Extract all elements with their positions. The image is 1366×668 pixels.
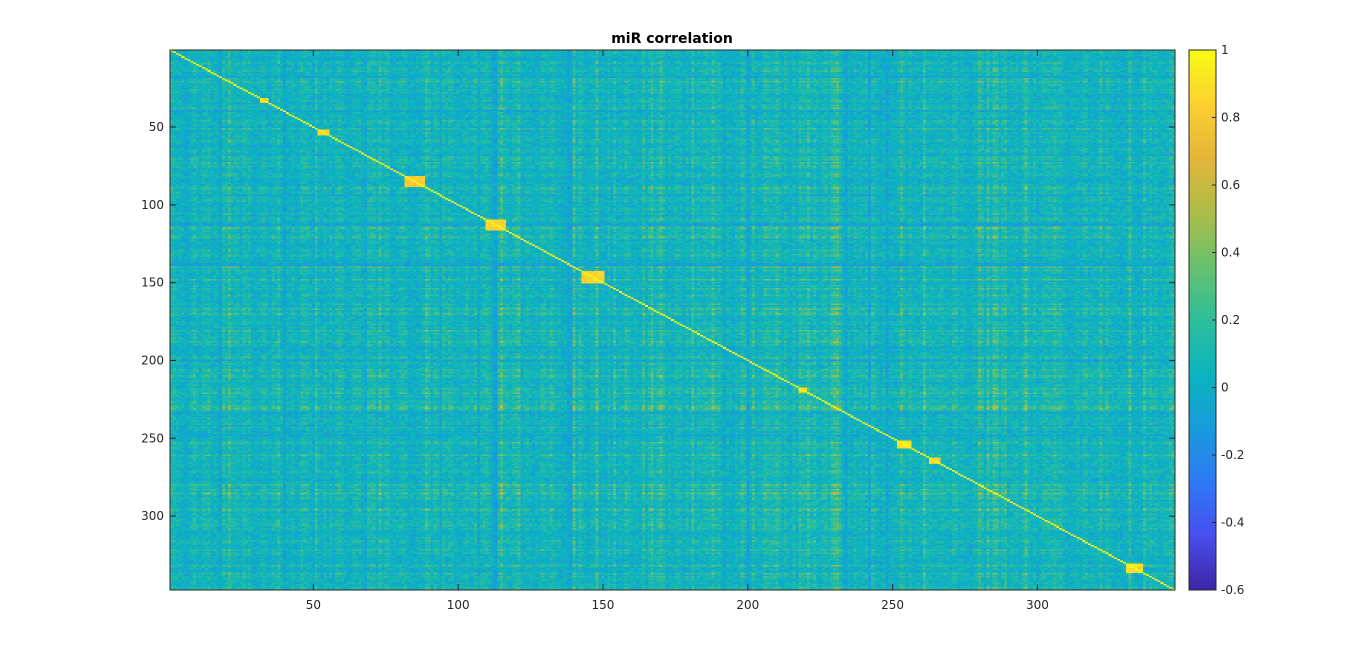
plot-axes-box (169, 49, 1176, 591)
x-tick-label: 150 (592, 598, 615, 612)
x-tick-label: 100 (447, 598, 470, 612)
colorbar-tick-label: 1 (1221, 43, 1229, 57)
x-axis: 50 100 150 200 250 300 (306, 50, 1049, 612)
colorbar-wrapper (1189, 50, 1216, 590)
heatmap-image (170, 50, 1175, 590)
y-tick-label: 50 (149, 120, 164, 134)
x-tick-label: 50 (306, 598, 321, 612)
y-tick-label: 300 (141, 509, 164, 523)
heatmap-image-wrapper (170, 50, 1175, 590)
colorbar-axis: 1 0.8 0.6 0.4 0.2 0 -0.2 -0.4 -0.6 (1212, 43, 1244, 597)
y-tick-label: 250 (141, 431, 164, 445)
colorbar-tick-label: 0.4 (1221, 246, 1240, 260)
y-tick-label: 150 (141, 276, 164, 290)
y-axis: 50 100 150 200 250 300 (141, 120, 1175, 523)
colorbar-tick-label: 0 (1221, 381, 1229, 395)
x-tick-label: 200 (736, 598, 759, 612)
colorbar-tick-label: -0.4 (1221, 516, 1244, 530)
y-tick-label: 100 (141, 198, 164, 212)
colorbar-tick-label: -0.6 (1221, 583, 1244, 597)
y-tick-label: 200 (141, 353, 164, 367)
x-tick-label: 300 (1026, 598, 1049, 612)
x-tick-label: 250 (881, 598, 904, 612)
chart-title: miR correlation (611, 31, 733, 47)
colorbar-tick-label: 0.8 (1221, 111, 1240, 125)
colorbar-tick-label: -0.2 (1221, 448, 1244, 462)
colorbar-gradient (1189, 50, 1216, 590)
colorbar-tick-label: 0.6 (1221, 178, 1240, 192)
colorbar-tick-label: 0.2 (1221, 313, 1240, 327)
